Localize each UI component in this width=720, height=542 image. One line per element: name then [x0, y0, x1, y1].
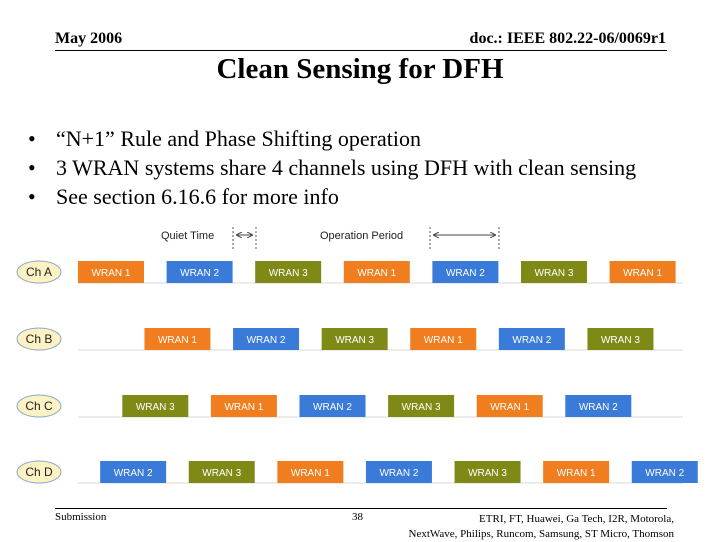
bullet-item: • “N+1” Rule and Phase Shifting operation [28, 124, 636, 153]
wran-block [321, 328, 388, 350]
bullet-dot-icon: • [28, 155, 36, 180]
wran-block [299, 395, 366, 417]
operation-period-label: Operation Period [320, 230, 403, 242]
footer-authors-line2: NextWave, Philips, Runcom, Samsung, ST M… [408, 528, 674, 540]
channel-label: Ch B [26, 332, 53, 346]
footer-authors-line1: ETRI, FT, Huawei, Ga Tech, I2R, Motorola… [479, 513, 674, 525]
wran-block-label: WRAN 3 [202, 468, 241, 479]
wran-block [233, 328, 300, 350]
wran-block-label: WRAN 1 [424, 335, 463, 346]
wran-block [343, 261, 410, 283]
channel-rows: Ch A WRAN 1 WRAN 2 WRAN 3 WRAN 1 WRAN 2 WRAN 3… [16, 260, 698, 484]
wran-block-label: WRAN 2 [114, 468, 153, 479]
wran-block [255, 261, 322, 283]
bullet-item: • 3 WRAN systems share 4 channels using D… [28, 153, 636, 182]
wran-block [609, 261, 676, 283]
wran-block [188, 461, 255, 483]
bullet-list: • “N+1” Rule and Phase Shifting operation… [28, 124, 636, 211]
bullet-text: 3 WRAN systems share 4 channels using DF… [56, 155, 637, 180]
wran-block-label: WRAN 2 [579, 402, 618, 413]
wran-block-label: WRAN 1 [224, 402, 263, 413]
wran-block [277, 461, 344, 483]
wran-block [454, 461, 521, 483]
quiet-time-label: Quiet Time [161, 230, 214, 242]
bullet-dot-icon: • [28, 184, 36, 209]
wran-block [565, 395, 632, 417]
wran-block-label: WRAN 2 [313, 402, 352, 413]
wran-block-label: WRAN 3 [335, 335, 374, 346]
header-date: May 2006 [55, 30, 123, 47]
channel-label-badge [16, 394, 62, 418]
channel-label-badge [16, 460, 62, 484]
wran-block [166, 261, 233, 283]
wran-block [498, 328, 565, 350]
wran-block-label: WRAN 1 [623, 268, 662, 279]
footer-authors: ETRI, FT, Huawei, Ga Tech, I2R, Motorola… [409, 512, 674, 542]
footer-divider [55, 508, 667, 509]
wran-block-label: WRAN 2 [379, 468, 418, 479]
wran-block [521, 261, 587, 283]
wran-block-label: WRAN 1 [158, 335, 197, 346]
wran-block-label: WRAN 1 [557, 468, 596, 479]
wran-block [144, 328, 211, 350]
wran-block-label: WRAN 3 [468, 468, 507, 479]
wran-block-label: WRAN 3 [601, 335, 640, 346]
wran-block [210, 395, 277, 417]
wran-block [432, 261, 499, 283]
wran-block [587, 328, 654, 350]
wran-block-label: WRAN 2 [446, 268, 485, 279]
wran-block [476, 395, 543, 417]
wran-block [410, 328, 477, 350]
header-divider [55, 50, 667, 51]
footer-submission: Submission [55, 511, 107, 523]
wran-block [631, 461, 698, 483]
wran-block-label: WRAN 1 [357, 268, 396, 279]
bullet-item: • See section 6.16.6 for more info [28, 182, 636, 211]
wran-block-label: WRAN 3 [136, 402, 175, 413]
bullet-text: See section 6.16.6 for more info [56, 184, 339, 209]
wran-block-label: WRAN 3 [535, 268, 574, 279]
wran-block [122, 395, 189, 417]
channel-label: Ch A [26, 265, 52, 279]
dfh-timing-diagram: Quiet Time Operation Period Ch A WRAN 1 WR… [16, 227, 698, 484]
wran-block [100, 461, 167, 483]
channel-label-badge [16, 327, 62, 351]
wran-block-label: WRAN 2 [247, 335, 286, 346]
channel-label: Ch D [25, 465, 53, 479]
channel-label: Ch C [25, 399, 53, 413]
wran-block-label: WRAN 2 [645, 468, 684, 479]
slide-title: Clean Sensing for DFH [216, 53, 504, 85]
wran-block-label: WRAN 1 [490, 402, 529, 413]
wran-block [365, 461, 432, 483]
wran-block-label: WRAN 3 [269, 268, 308, 279]
wran-block [388, 395, 455, 417]
wran-block [78, 261, 144, 283]
wran-block-label: WRAN 3 [402, 402, 441, 413]
bullet-text: “N+1” Rule and Phase Shifting operation [56, 126, 421, 151]
channel-label-badge [16, 260, 62, 284]
wran-block-label: WRAN 1 [92, 268, 131, 279]
wran-block-label: WRAN 2 [512, 335, 551, 346]
wran-block-label: WRAN 2 [180, 268, 219, 279]
header-doc-number: doc.: IEEE 802.22-06/0069r1 [469, 30, 666, 47]
wran-block [543, 461, 610, 483]
footer-page-number: 38 [352, 511, 363, 523]
wran-block-label: WRAN 1 [291, 468, 330, 479]
bullet-dot-icon: • [28, 126, 36, 151]
